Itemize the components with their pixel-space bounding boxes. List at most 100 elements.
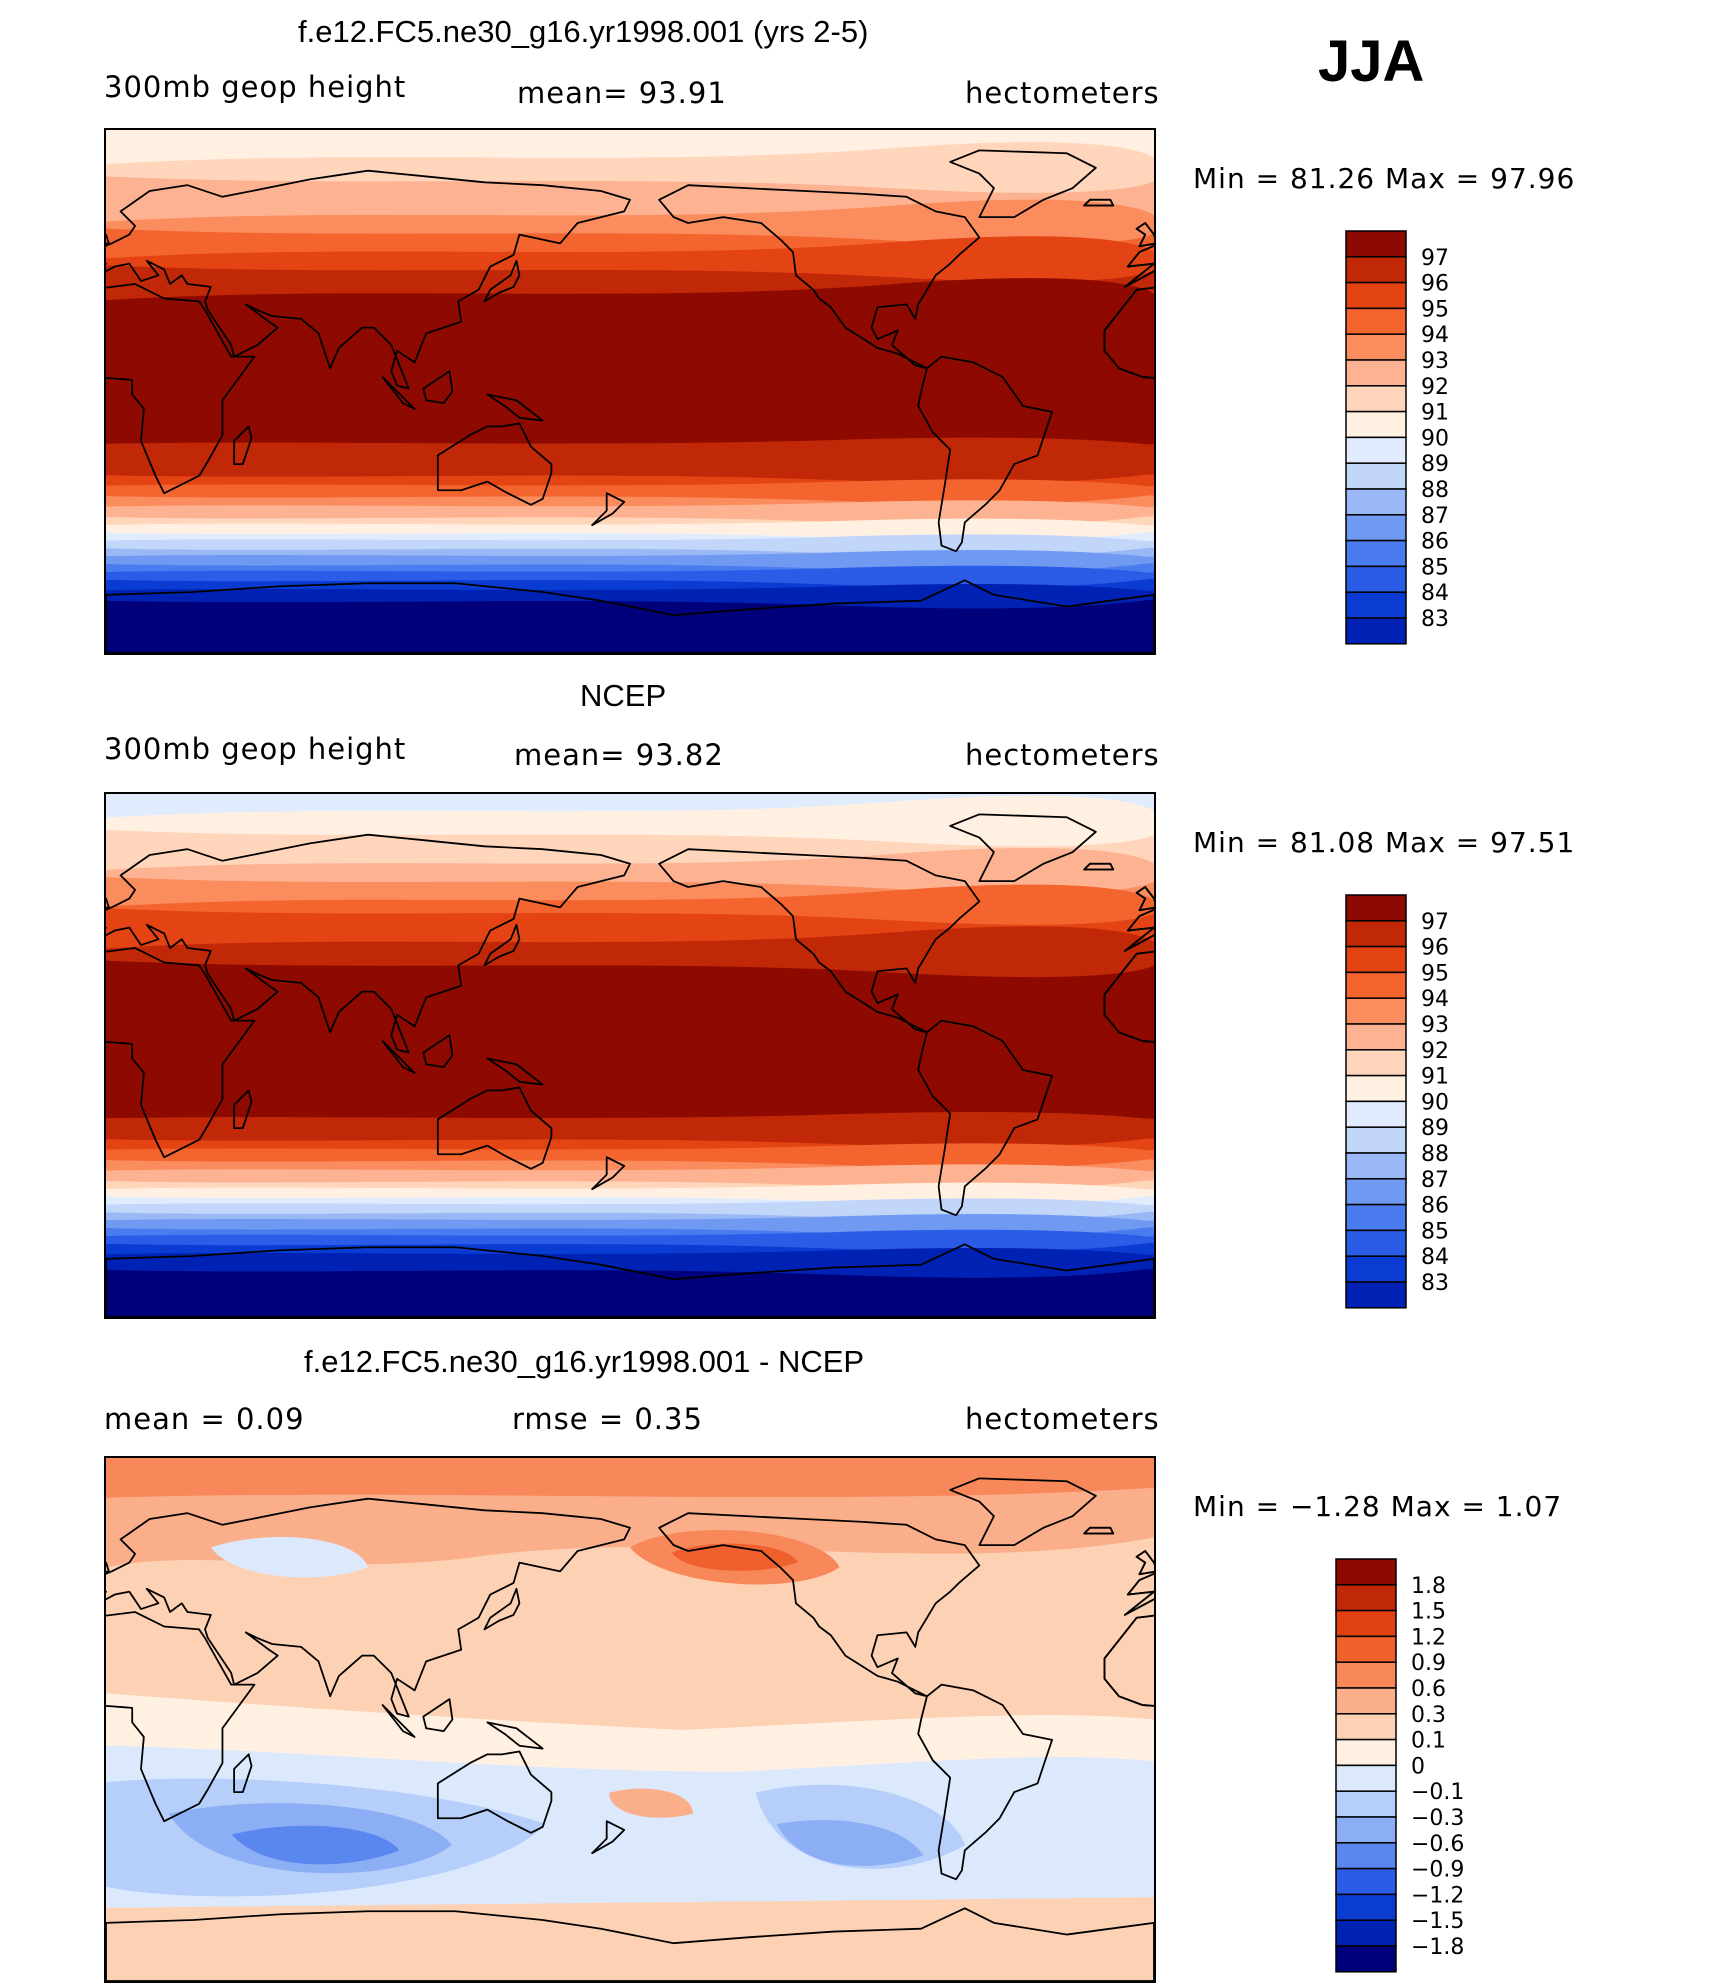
colorbar-box [1345, 1178, 1407, 1206]
colorbar-box [1335, 1635, 1397, 1663]
colorbar-box [1345, 436, 1407, 464]
map-obs [104, 792, 1156, 1319]
colorbar-tick-label: 84 [1421, 1245, 1449, 1270]
colorbar-svg: 1.81.51.20.90.60.30.10−0.1−0.3−0.6−0.9−1… [1335, 1558, 1464, 1973]
colorbar-tick-label: 93 [1421, 1013, 1449, 1038]
colorbar-box [1345, 359, 1407, 387]
coastline-uk [106, 897, 110, 909]
field-band [210, 1536, 368, 1578]
coastline-newzealand [591, 1156, 626, 1191]
colorbar-tick-label: 93 [1421, 349, 1449, 374]
coastline-samerica [917, 355, 1053, 553]
colorbar-box [1345, 971, 1407, 999]
variable-label: 300mb geop height [104, 70, 407, 104]
colorbar-box [1345, 1255, 1407, 1283]
colorbar-box [1335, 1764, 1397, 1792]
colorbar-tick-label: 1.8 [1411, 1574, 1446, 1599]
units-label: hectometers [965, 76, 1160, 110]
colorbar-box [1335, 1842, 1397, 1870]
coastline-samerica [917, 1019, 1053, 1217]
colorbar-diff: 1.8 1.5 1.2 0.9 0.6 0.3 0.1 0 −0.1 −0.3 −0.6 −0.9 −1… [1335, 1558, 1535, 1975]
colorbar-box [1335, 1919, 1397, 1947]
colorbar-box [1335, 1661, 1397, 1689]
colorbar-box [1335, 1816, 1397, 1844]
coastline-iceland [1083, 198, 1115, 207]
coastline-uk [106, 233, 110, 245]
colorbar-box [1345, 1203, 1407, 1232]
colorbar-box [1345, 1281, 1407, 1309]
colorbar-box [1345, 945, 1407, 974]
field-band [106, 1897, 1154, 1981]
panel-title: NCEP [580, 678, 667, 713]
colorbar-box [1335, 1945, 1397, 1973]
coastline-newzealand [591, 492, 626, 527]
coastline-antarctica [106, 579, 1154, 653]
colorbar-box [1345, 1100, 1407, 1128]
field-band [106, 1269, 1154, 1317]
coastline-indonesia2 [422, 1034, 454, 1069]
colorbar-box [1345, 1049, 1407, 1077]
season-label: JJA [1318, 29, 1425, 94]
map-svg [106, 130, 1154, 653]
colorbar-tick-label: 86 [1421, 1194, 1449, 1219]
coastline-antarctica [106, 1907, 1154, 1981]
colorbar-box [1335, 1687, 1397, 1715]
coastline-newguinea [486, 1057, 544, 1086]
coastline-namerica [658, 848, 981, 1034]
colorbar-box [1345, 539, 1407, 568]
coastline-africa [106, 1611, 256, 1823]
colorbar-tick-label: 86 [1421, 530, 1449, 555]
coastline-uk [1135, 1550, 1154, 1576]
coastline-australia [436, 1086, 553, 1170]
colorbar-tick-label: 0.1 [1411, 1729, 1446, 1754]
colorbar-box [1335, 1584, 1397, 1612]
mean-label: mean= 93.82 [514, 738, 724, 772]
map-svg [106, 1458, 1154, 1981]
colorbar-tick-label: −0.1 [1411, 1780, 1464, 1805]
colorbar-box [1345, 256, 1407, 284]
units-label: hectometers [965, 738, 1160, 772]
colorbar-box [1345, 488, 1407, 516]
coastline-greenland [949, 1477, 1097, 1547]
colorbar-box [1345, 565, 1407, 593]
coastline-australia [436, 422, 553, 506]
colorbar-tick-label: 91 [1421, 401, 1449, 426]
coastline-uk [1135, 886, 1154, 912]
coastline-japan [483, 259, 521, 303]
colorbar-box [1335, 1738, 1397, 1767]
coastline-madagascar [233, 1089, 253, 1130]
colorbar-tick-label: 87 [1421, 1168, 1449, 1193]
colorbar-tick-label: 85 [1421, 555, 1449, 580]
colorbar-model: 97 96 95 94 93 92 91 90 89 88 87 86 85 84 83 [1345, 230, 1545, 647]
coastline-eurasia [106, 833, 631, 1054]
colorbar-box [1345, 591, 1407, 619]
colorbar-tick-label: 83 [1421, 607, 1449, 632]
colorbar-box [1345, 1126, 1407, 1154]
colorbar-tick-label: 95 [1421, 961, 1449, 986]
coastline-samerica [917, 1683, 1053, 1881]
colorbar-tick-label: −0.3 [1411, 1806, 1464, 1831]
colorbar-box [1345, 1229, 1407, 1257]
colorbar-box [1345, 1023, 1407, 1051]
coastline-newguinea [486, 393, 544, 422]
rmse-label: rmse = 0.35 [512, 1402, 703, 1436]
coastline-africa [106, 947, 256, 1159]
colorbar-tick-label: 95 [1421, 297, 1449, 322]
colorbar-box [1345, 307, 1407, 335]
colorbar-tick-label: 97 [1421, 246, 1449, 271]
colorbar-box [1345, 410, 1407, 439]
colorbar-tick-label: 89 [1421, 1116, 1449, 1141]
minmax-label: Min = 81.08 Max = 97.51 [1193, 826, 1576, 859]
colorbar-tick-label: 88 [1421, 1142, 1449, 1167]
colorbar-box [1345, 230, 1407, 258]
colorbar-tick-label: 96 [1421, 936, 1449, 961]
coastline-australia [436, 1750, 553, 1834]
colorbar-tick-label: 96 [1421, 272, 1449, 297]
colorbar-tick-label: 92 [1421, 375, 1449, 400]
coastline-iceland [1083, 1526, 1115, 1535]
colorbar-box [1335, 1558, 1397, 1586]
colorbar-tick-label: 92 [1421, 1039, 1449, 1064]
colorbar-tick-label: −1.2 [1411, 1883, 1464, 1908]
